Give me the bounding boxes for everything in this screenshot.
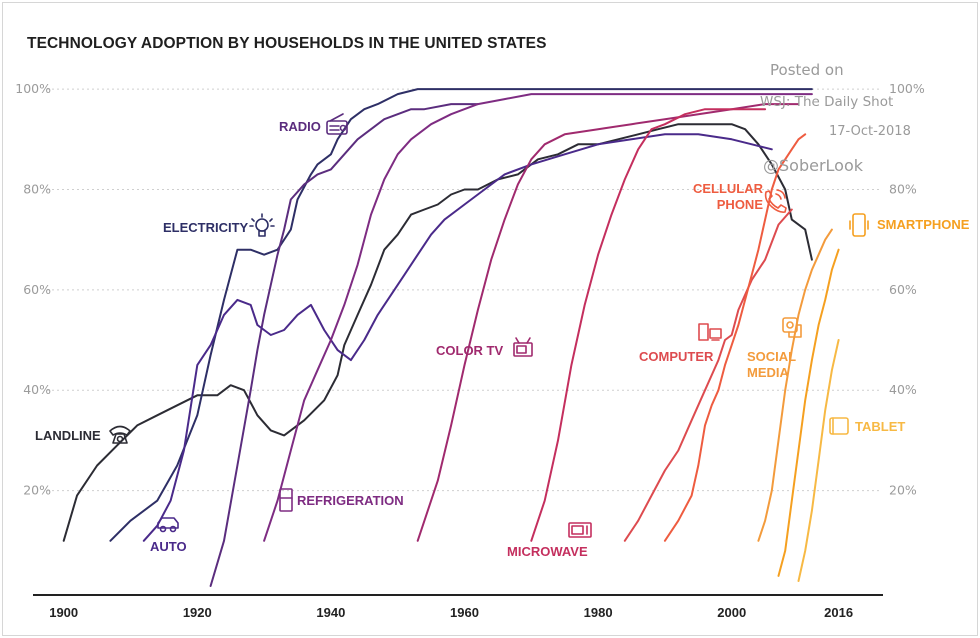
series-label-refrigeration: REFRIGERATION: [297, 493, 404, 508]
y-tick-left-40: 40%: [23, 382, 51, 397]
series-line-landline: [62, 123, 813, 542]
chat-icon: [782, 317, 802, 338]
y-tick-right-100: 100%: [889, 81, 925, 96]
cellphone-icon: [764, 189, 787, 213]
x-tick-1960: 1960: [450, 605, 479, 620]
series-label-cellular-phone: CELLULAR PHONE: [693, 181, 764, 212]
series-label-electricity: ELECTRICITY: [163, 220, 249, 235]
radio-icon: [326, 113, 348, 135]
y-tick-left-20: 20%: [23, 483, 51, 498]
watermark-line-3: 17-Oct-2018: [829, 124, 911, 139]
series-lines: [62, 88, 840, 587]
x-axis: 1900 1920 1940 1960 1980 2000 2016: [33, 594, 883, 620]
y-axis-left: 20% 40% 60% 80% 100%: [15, 81, 51, 498]
series-label-social-media: SOCIAL MEDIA: [747, 349, 796, 380]
series-line-color-tv: [416, 103, 800, 542]
series-line-smartphone: [777, 248, 840, 577]
x-tick-2000: 2000: [717, 605, 746, 620]
watermark-line-2: WSJ: The Daily Shot: [760, 94, 893, 110]
y-tick-left-100: 100%: [15, 81, 51, 96]
x-tick-1920: 1920: [183, 605, 212, 620]
series-line-computer: [623, 208, 793, 542]
y-axis-right: 20% 40% 60% 80% 100%: [889, 81, 925, 498]
lightbulb-icon: [249, 213, 275, 237]
series-label-landline: LANDLINE: [35, 428, 101, 443]
series-label-smartphone: SMARTPHONE: [877, 217, 970, 232]
y-tick-right-40: 40%: [889, 382, 917, 397]
series-line-auto: [142, 133, 773, 542]
y-tick-right-80: 80%: [889, 181, 917, 196]
microwave-icon: [568, 522, 592, 538]
x-tick-1980: 1980: [584, 605, 613, 620]
y-tick-right-20: 20%: [889, 483, 917, 498]
series-line-cellular-phone: [663, 133, 807, 542]
series-line-radio: [209, 103, 479, 587]
tablet-icon: [829, 417, 849, 435]
watermark: Posted on WSJ: The Daily Shot 17-Oct-201…: [760, 61, 911, 175]
chart-title: TECHNOLOGY ADOPTION BY HOUSEHOLDS IN THE…: [27, 35, 547, 52]
x-tick-1940: 1940: [316, 605, 345, 620]
computer-icon: [698, 323, 722, 341]
series-labels: LANDLINE ELECTRICITY RADIO AUTO REFRIGERATIO…: [35, 113, 970, 559]
series-label-tablet: TABLET: [855, 419, 905, 434]
watermark-line-4: @SoberLook: [763, 156, 864, 175]
series-line-electricity: [109, 88, 813, 542]
telephone-icon: [109, 425, 131, 444]
tv-icon: [513, 337, 533, 357]
series-label-microwave: MICROWAVE: [507, 544, 588, 559]
x-tick-2016: 2016: [824, 605, 853, 620]
series-line-microwave: [530, 108, 767, 542]
y-tick-right-60: 60%: [889, 282, 917, 297]
y-tick-left-60: 60%: [23, 282, 51, 297]
chart-svg: TECHNOLOGY ADOPTION BY HOUSEHOLDS IN THE…: [15, 35, 970, 620]
series-line-tablet: [797, 339, 840, 582]
x-tick-1900: 1900: [49, 605, 78, 620]
series-line-refrigeration: [263, 93, 813, 542]
grid: [47, 88, 881, 492]
refrigerator-icon: [279, 488, 293, 512]
smartphone-icon: [849, 213, 869, 237]
car-icon: [157, 517, 179, 533]
y-tick-left-80: 80%: [23, 181, 51, 196]
series-line-social-media: [757, 228, 833, 542]
series-label-auto: AUTO: [150, 539, 187, 554]
series-label-color-tv: COLOR TV: [436, 343, 503, 358]
series-label-radio: RADIO: [279, 119, 321, 134]
watermark-line-1: Posted on: [770, 61, 844, 79]
series-label-computer: COMPUTER: [639, 349, 714, 364]
